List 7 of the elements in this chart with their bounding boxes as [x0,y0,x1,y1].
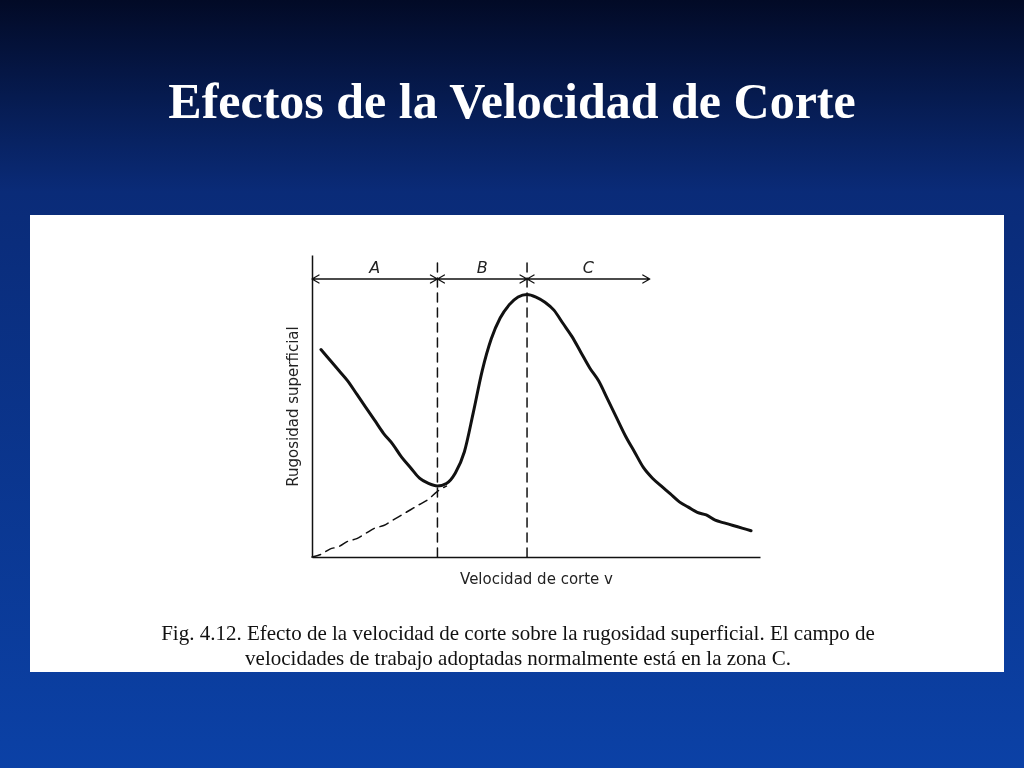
caption: Fig. 4.12. Efecto de la velocidad de corte sobre la rugosidad superficial. El campo de velocidades de trabajo adoptadas normalmente está en la zona C. [161,621,875,670]
text: C [582,258,595,277]
chart-title: Efectos de la Velocidad de Corte [168,73,856,129]
text: B [476,258,488,277]
x-axis-title: Velocidad de corte v [460,569,614,588]
text: A [368,258,381,277]
y-axis-title: Rugosidad superficial [283,326,302,487]
